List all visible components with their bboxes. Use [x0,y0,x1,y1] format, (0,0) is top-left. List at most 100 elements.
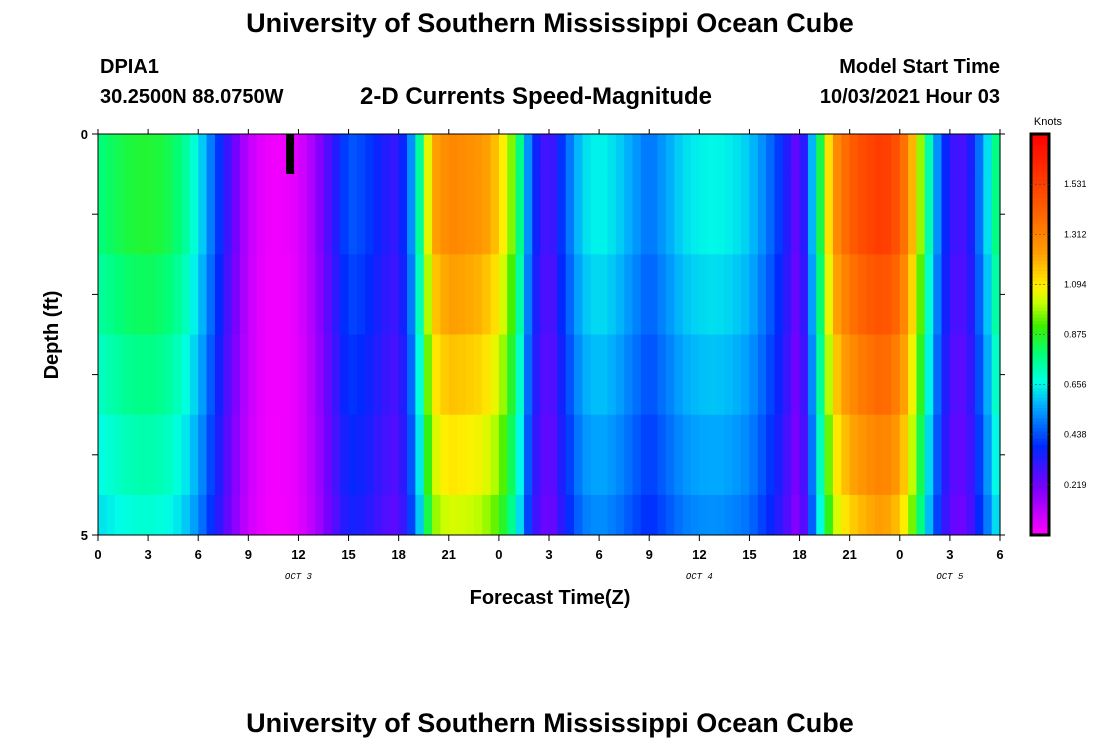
heatmap-cell [599,174,609,255]
heatmap-cell [148,494,158,536]
heatmap-cell [498,134,508,175]
date-label: OCT 4 [686,572,713,582]
heatmap-cell [883,134,893,175]
heatmap-cell [106,174,116,255]
heatmap-cell [507,334,517,416]
colorbar-tick-label: 1.531 [1064,179,1087,189]
heatmap-cell [315,494,325,536]
heatmap-cell [799,174,809,255]
colorbar-swatch [1031,250,1049,255]
heatmap-cell [381,414,391,496]
heatmap-cell [741,254,751,335]
heatmap-cell [473,494,483,536]
date-label: OCT 3 [285,572,313,582]
colorbar-swatch [1031,147,1049,152]
heatmap-cell [239,334,249,416]
heatmap-cell [473,134,483,175]
heatmap-cell [757,134,767,175]
heatmap-cell [899,174,909,255]
heatmap-cell [908,134,918,175]
heatmap-cell [549,334,558,416]
x-tick-label: 0 [94,547,101,562]
heatmap-cell [883,494,893,536]
heatmap-cell [390,254,400,335]
heatmap-cell [290,174,300,255]
colorbar-swatch [1031,408,1049,412]
heatmap-cell [373,414,383,496]
heatmap-cell [866,334,876,416]
heatmap-cell [515,414,525,496]
heatmap-cell [690,414,700,496]
heatmap-cell [381,254,391,335]
heatmap-cell [248,254,258,335]
y-tick-label: 5 [81,528,88,543]
heatmap-cell [732,334,742,416]
heatmap-cell [214,414,224,496]
heatmap-cell [866,174,876,255]
heatmap-cell [966,494,976,536]
heatmap-cell [173,254,183,335]
colorbar-swatch [1031,334,1049,339]
heatmap-cell [365,334,375,416]
heatmap-cell [432,134,442,175]
colorbar-swatch [1031,167,1049,172]
heatmap-cell [916,414,926,496]
heatmap-cell [849,174,859,255]
heatmap-cell [732,494,742,536]
heatmap-cell [674,414,684,496]
heatmap-cell [331,494,341,536]
heatmap-cell [574,174,584,255]
heatmap-cell [933,334,943,416]
heatmap-cell [774,174,784,255]
heatmap-cell [816,174,826,255]
heatmap-cell [791,254,801,335]
heatmap-cell [916,254,926,335]
heatmap-cell [574,334,584,416]
colorbar-swatch [1031,304,1049,309]
heatmap-cell [273,414,283,496]
heatmap-cell [690,254,700,335]
heatmap-cell [832,334,842,416]
heatmap-cell [198,134,208,175]
heatmap-cell [949,414,959,496]
heatmap-cell [941,334,951,416]
heatmap-cell [908,414,918,496]
heatmap-cell [974,414,984,496]
colorbar-swatch [1031,374,1049,379]
heatmap-cell [281,254,291,335]
heatmap-cell [540,334,550,416]
heatmap-cell [448,134,458,175]
heatmap-cell [866,414,876,496]
heatmap-cell [607,334,617,416]
heatmap-cell [866,494,876,536]
heatmap-cell [256,414,266,496]
colorbar-swatch [1031,150,1049,155]
colorbar-swatch [1031,481,1049,486]
heatmap-cell [707,174,717,255]
heatmap-cell [832,134,842,175]
heatmap-cell [749,254,759,335]
heatmap-cell [582,254,592,335]
heatmap-cell [423,254,433,335]
heatmap-cell [340,174,350,255]
heatmap-cell [206,254,216,335]
heatmap-cell [674,334,684,416]
heatmap-cell [189,414,199,496]
heatmap-cell [632,134,642,175]
heatmap-cell [298,174,308,255]
heatmap-cell [557,134,567,175]
x-tick-label: 6 [996,547,1003,562]
heatmap-cell [665,134,675,175]
colorbar-swatch [1031,371,1049,376]
colorbar-tick-label: 0.656 [1064,380,1087,390]
colorbar-swatch [1031,424,1049,429]
heatmap-cell [540,254,550,335]
heatmap-cell [958,334,968,416]
heatmap-cell [465,174,475,255]
heatmap-cell [749,334,759,416]
heatmap-cell [832,174,842,255]
heatmap-cell [891,174,901,255]
heatmap-cell [273,334,283,416]
colorbar-swatch [1031,421,1049,426]
x-tick-label: 3 [946,547,953,562]
